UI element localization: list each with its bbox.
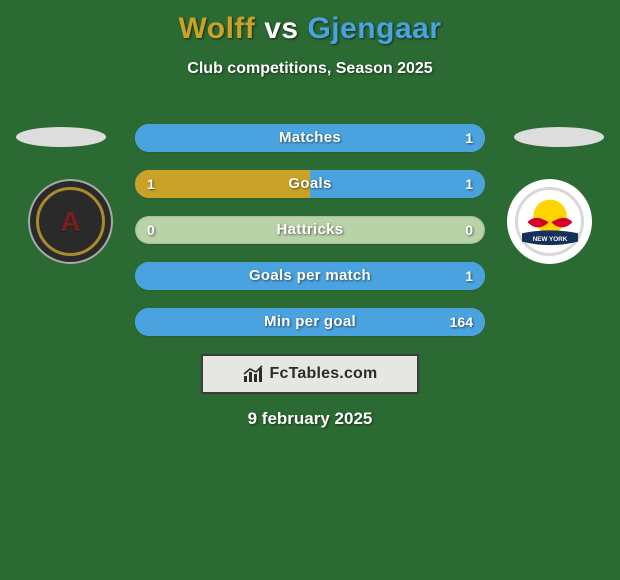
stat-row: 1Matches: [135, 124, 485, 152]
team-crest-right: NEW YORK: [507, 179, 592, 264]
stats-container: 1Matches 11Goals 00Hattricks 1Goals per mat…: [135, 124, 485, 354]
stat-row: 164Min per goal: [135, 308, 485, 336]
crest-letter-left: A: [60, 206, 80, 238]
subtitle: Club competitions, Season 2025: [0, 60, 620, 78]
stat-label: Hattricks: [135, 216, 485, 244]
svg-text:NEW YORK: NEW YORK: [532, 235, 567, 242]
redbull-icon: NEW YORK: [515, 187, 585, 257]
stat-label: Goals per match: [135, 262, 485, 290]
watermark-bold: Fc: [270, 365, 289, 382]
comparison-card: Wolff vs Gjengaar Club competitions, Sea…: [0, 0, 620, 580]
stat-row: 1Goals per match: [135, 262, 485, 290]
team-crest-left: A: [28, 179, 113, 264]
title-vs: vs: [264, 12, 298, 45]
player-shadow-right: [514, 127, 604, 147]
stat-row: 11Goals: [135, 170, 485, 198]
stat-label: Goals: [135, 170, 485, 198]
page-title: Wolff vs Gjengaar: [0, 0, 620, 46]
title-player2: Gjengaar: [307, 12, 441, 45]
title-player1: Wolff: [178, 12, 255, 45]
stat-label: Min per goal: [135, 308, 485, 336]
watermark-rest: Tables.com: [289, 365, 378, 382]
watermark-text: FcTables.com: [270, 365, 378, 383]
player-shadow-left: [16, 127, 106, 147]
stat-label: Matches: [135, 124, 485, 152]
date-text: 9 february 2025: [0, 409, 620, 429]
stat-row: 00Hattricks: [135, 216, 485, 244]
watermark: FcTables.com: [201, 354, 419, 394]
chart-icon: [243, 365, 265, 383]
